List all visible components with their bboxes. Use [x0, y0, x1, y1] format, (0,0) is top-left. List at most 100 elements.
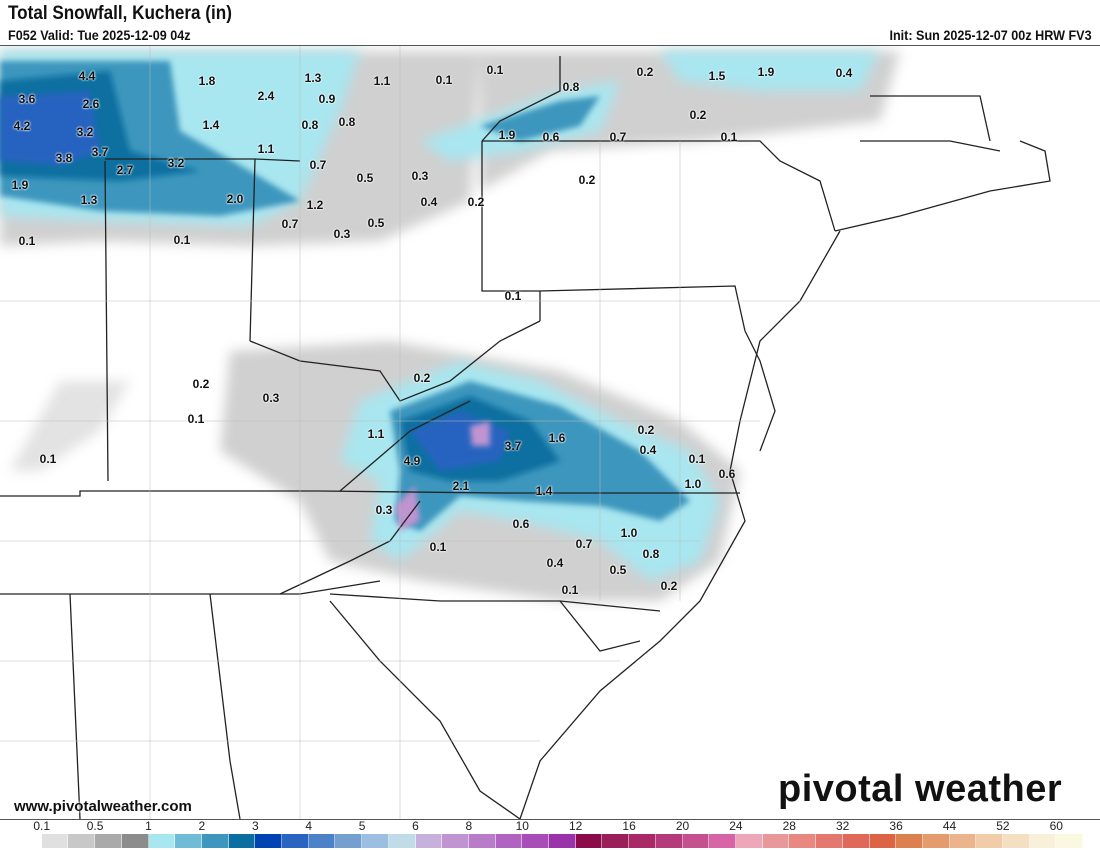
point-value-label: 0.4 [835, 66, 853, 80]
colorbar-swatch [735, 834, 763, 848]
colorbar-swatch [655, 834, 683, 848]
point-value-label: 0.8 [338, 115, 356, 129]
point-value-label: 1.6 [548, 431, 566, 445]
point-value-label: 3.6 [18, 92, 36, 106]
point-value-label: 0.2 [467, 195, 485, 209]
point-value-label: 4.9 [403, 454, 421, 468]
point-value-label: 0.2 [637, 423, 655, 437]
colorbar-label: 1 [145, 819, 152, 833]
colorbar-swatch [201, 834, 229, 848]
colorbar-swatch [1056, 834, 1084, 848]
colorbar-label: 60 [1049, 819, 1063, 833]
colorbar-swatch [121, 834, 149, 848]
point-value-label: 1.2 [306, 198, 324, 212]
colorbar-swatch [575, 834, 603, 848]
map-layer [0, 46, 1100, 819]
colorbar-swatch [468, 834, 496, 848]
point-value-label: 0.7 [309, 158, 327, 172]
point-value-label: 0.4 [420, 195, 438, 209]
point-value-label: 0.7 [609, 130, 627, 144]
colorbar-swatch [949, 834, 977, 848]
point-value-label: 1.1 [373, 74, 391, 88]
colorbar-swatch [682, 834, 710, 848]
colorbar-label: 24 [729, 819, 743, 833]
colorbar-swatch [68, 834, 96, 848]
colorbar-label: 28 [782, 819, 796, 833]
point-value-label: 0.1 [39, 452, 57, 466]
snowfall-map[interactable]: 4.4 1.8 1.3 1.1 0.1 0.1 0.2 1.5 1.9 0.4 3.6 2.6 2.4 0… [0, 45, 1100, 820]
point-value-label: 0.2 [636, 65, 654, 79]
colorbar-label: 32 [836, 819, 850, 833]
colorbar-swatch [228, 834, 256, 848]
point-value-label: 0.1 [435, 73, 453, 87]
colorbar-swatch [1029, 834, 1057, 848]
colorbar-swatch [789, 834, 817, 848]
colorbar-swatch [842, 834, 870, 848]
colorbar-swatch [362, 834, 389, 848]
point-value-label: 0.6 [718, 467, 736, 481]
colorbar-swatch [709, 834, 736, 848]
point-value-label: 2.7 [116, 163, 134, 177]
point-value-label: 0.2 [578, 173, 596, 187]
colorbar-label: 5 [358, 819, 366, 833]
colorbar-swatch [95, 834, 122, 848]
colorbar-swatch [308, 834, 336, 848]
colorbar-label: 6 [412, 819, 419, 833]
colorbar-label: 20 [675, 819, 690, 833]
point-value-label: 0.9 [318, 92, 336, 106]
colorbar-swatch [629, 834, 656, 848]
colorbar-label: 0.5 [86, 819, 104, 833]
point-value-label: 2.0 [226, 192, 244, 206]
point-value-label: 0.1 [429, 540, 447, 554]
point-value-label: 0.1 [486, 63, 504, 77]
point-value-label: 1.3 [304, 71, 322, 85]
colorbar-swatch [148, 834, 176, 848]
point-value-label: 0.3 [375, 503, 393, 517]
colorbar-label: 4 [305, 819, 313, 833]
colorbar-swatch [976, 834, 1004, 848]
point-value-label: 3.7 [91, 145, 109, 159]
colorbar-swatch [495, 834, 523, 848]
colorbar-labels: 0.1 0.5 1 2 3 4 5 6 8 10 12 16 20 24 28 32 36 44 52 60 [0, 819, 1100, 833]
point-value-label: 0.7 [281, 217, 299, 231]
colorbar-swatch [762, 834, 790, 848]
point-value-label: 0.8 [562, 80, 580, 94]
point-value-label: 1.1 [367, 427, 385, 441]
point-value-label: 0.1 [688, 452, 706, 466]
colorbar-swatch [922, 834, 950, 848]
colorbar-swatch [549, 834, 576, 848]
point-value-label: 3.2 [167, 156, 185, 170]
point-value-label: 0.1 [18, 234, 36, 248]
colorbar-label: 16 [622, 819, 636, 833]
point-value-label: 0.1 [720, 130, 738, 144]
point-value-label: 0.3 [262, 391, 280, 405]
pivotal-weather-logo: pivotal weather [778, 768, 1063, 810]
point-value-label: 4.2 [13, 119, 31, 133]
colorbar-swatch [388, 834, 416, 848]
county-borders [0, 46, 1100, 819]
website-url[interactable]: www.pivotalweather.com [14, 798, 192, 815]
point-value-label: 0.4 [546, 556, 564, 570]
colorbar-swatch [869, 834, 897, 848]
colorbar-swatch [522, 834, 550, 848]
point-value-label: 2.1 [452, 479, 470, 493]
colorbar-swatch [896, 834, 923, 848]
point-value-label: 0.6 [512, 517, 530, 531]
point-value-label: 1.3 [80, 193, 98, 207]
colorbar-swatch [255, 834, 283, 848]
point-value-label: 1.9 [498, 128, 516, 142]
colorbar-label: 36 [889, 819, 903, 833]
point-value-label: 1.4 [535, 484, 553, 498]
snowfall-shading [0, 51, 900, 601]
point-value-label: 0.7 [575, 537, 593, 551]
point-value-label: 1.4 [202, 118, 220, 132]
point-value-label: 0.8 [301, 118, 319, 132]
point-value-label: 4.4 [78, 69, 96, 83]
point-value-label: 0.2 [413, 371, 431, 385]
colorbar-swatch [175, 834, 202, 848]
colorbar-label: 52 [996, 819, 1010, 833]
point-value-label: 1.0 [684, 477, 702, 491]
point-value-label: 0.5 [356, 171, 374, 185]
point-value-label: 0.5 [609, 563, 627, 577]
colorbar-label: 3 [251, 819, 259, 833]
